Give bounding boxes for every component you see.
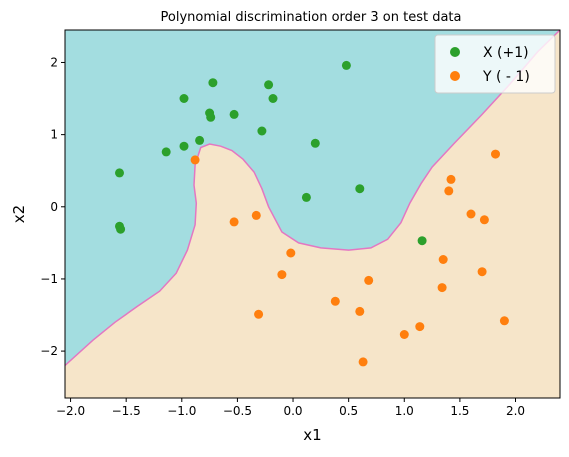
x-axis-label: x1 (303, 426, 321, 444)
x-tick-label: 1.5 (450, 404, 469, 418)
point-class-pos (264, 80, 274, 90)
x-tick-label: −1.0 (167, 404, 196, 418)
point-class-neg (437, 283, 447, 293)
y-axis-label: x2 (10, 205, 28, 223)
x-axis-ticks: −2.0 −1.5 −1.0 −0.5 0.0 0.5 1.0 1.5 2.0 (56, 398, 525, 418)
plot-frame (64, 29, 561, 399)
point-class-pos (115, 168, 124, 178)
point-class-pos (195, 135, 205, 145)
point-class-neg (491, 149, 500, 159)
y-tick-label: 2 (50, 55, 58, 69)
legend-label: Y ( - 1) (482, 69, 530, 85)
data-points (115, 60, 509, 367)
point-class-pos (417, 236, 427, 246)
x-tick-label: −0.5 (223, 404, 252, 418)
point-class-neg (277, 270, 287, 280)
point-class-pos (179, 94, 189, 103)
y-tick-label: 1 (50, 128, 58, 142)
point-class-pos (257, 126, 267, 136)
legend-marker (450, 71, 460, 81)
point-class-neg (399, 330, 409, 339)
x-tick-label: 1.0 (395, 404, 414, 418)
point-class-pos (208, 78, 218, 88)
x-tick-label: −2.0 (56, 404, 85, 418)
y-tick-label: −1 (40, 272, 58, 286)
point-class-neg (415, 322, 425, 332)
point-class-pos (179, 141, 189, 151)
point-class-neg (229, 217, 239, 227)
point-class-neg (364, 275, 374, 285)
point-class-pos (355, 184, 365, 194)
point-class-pos (301, 192, 311, 202)
point-class-pos (229, 109, 239, 119)
region-positive (65, 30, 560, 366)
point-class-neg (190, 155, 200, 165)
point-class-pos (268, 94, 278, 103)
point-class-neg (438, 255, 448, 264)
point-class-neg (477, 267, 487, 277)
x-tick-label: 2.0 (506, 404, 525, 418)
y-tick-label: 0 (50, 200, 58, 214)
point-class-neg (358, 357, 368, 367)
x-tick-label: 0.5 (339, 404, 358, 418)
point-class-neg (330, 296, 340, 306)
point-class-neg (466, 209, 476, 219)
x-tick-label: −1.5 (112, 404, 141, 418)
point-class-neg (444, 186, 454, 196)
point-class-neg (355, 306, 365, 316)
chart-title: Polynomial discrimination order 3 on tes… (161, 10, 462, 25)
point-class-neg (499, 316, 509, 326)
point-class-pos (310, 138, 320, 148)
y-axis-ticks: 2 1 0 −1 −2 (40, 55, 65, 358)
decision-boundary (65, 30, 560, 367)
point-class-neg (286, 248, 296, 258)
legend-box (434, 34, 556, 94)
x-tick-label: 0.0 (283, 404, 302, 418)
point-class-neg (446, 174, 456, 184)
legend-marker (450, 47, 460, 57)
legend: X (+1) Y ( - 1) (434, 34, 556, 94)
point-class-neg (254, 309, 264, 319)
point-class-neg (251, 210, 261, 220)
point-class-pos (116, 224, 126, 234)
legend-label: X (+1) (483, 45, 529, 61)
y-tick-label: −2 (40, 344, 58, 358)
point-class-pos (341, 60, 351, 70)
point-class-neg (479, 215, 489, 225)
point-class-pos (206, 112, 216, 122)
point-class-pos (161, 147, 171, 157)
